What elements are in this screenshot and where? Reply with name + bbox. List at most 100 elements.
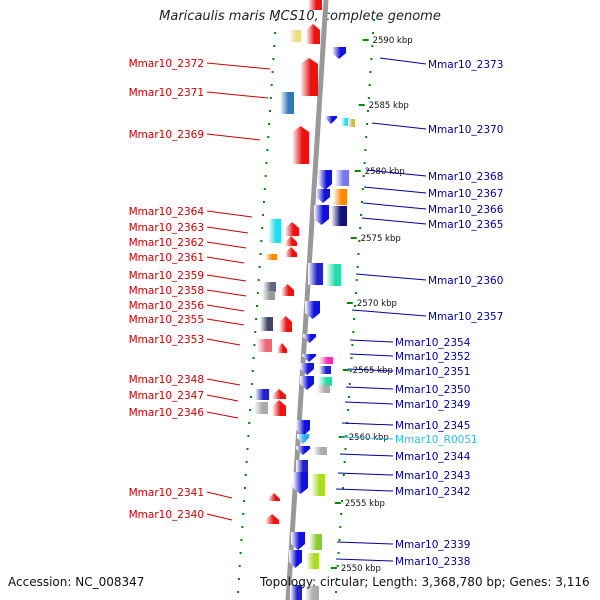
gene-label-left: Mmar10_2355 <box>129 314 204 326</box>
gene-block <box>272 400 286 416</box>
gene-block <box>280 92 294 114</box>
gene-leader-line <box>362 202 427 210</box>
gene-leader-line <box>351 309 427 317</box>
gene-label-left: Mmar10_2340 <box>129 509 204 521</box>
gene-label-left: Mmar10_2364 <box>129 206 205 218</box>
gene-leader-line <box>363 186 427 194</box>
outer-dot-ring <box>335 19 375 593</box>
gene-leader-line <box>206 62 271 70</box>
gene-block <box>268 493 280 501</box>
gene-block <box>300 363 314 375</box>
gene-block <box>296 420 310 436</box>
gene-block <box>289 550 302 568</box>
gene-block <box>272 389 286 399</box>
gene-label-left: Mmar10_2341 <box>129 487 204 499</box>
gene-leader-line <box>206 491 233 499</box>
gene-block <box>316 189 330 203</box>
gene-block <box>265 514 279 524</box>
gene-leader-line <box>336 541 394 545</box>
gene-block <box>300 376 314 390</box>
gene-block <box>260 317 273 331</box>
gene-label-right: Mmar10_2368 <box>428 171 503 183</box>
gene-leader-line <box>337 472 394 476</box>
gene-block <box>305 586 319 600</box>
gene-block <box>333 189 347 205</box>
gene-leader-line <box>206 513 233 521</box>
map-title: Maricaulis maris MCS10, complete genome <box>159 9 441 24</box>
gene-block <box>257 339 272 352</box>
gene-block <box>335 170 349 186</box>
kbp-tick-label: 2550 kbp <box>341 564 381 574</box>
genome-backbone <box>285 0 329 600</box>
gene-label-right: Mmar10_2344 <box>395 451 471 463</box>
gene-block <box>290 585 302 600</box>
gene-block <box>285 236 297 246</box>
inner-dot-ring <box>237 19 277 593</box>
gene-leader-line <box>206 241 247 249</box>
gene-label-left: Mmar10_2371 <box>129 87 204 99</box>
gene-label-right: Mmar10_2342 <box>395 486 470 498</box>
gene-leader-line <box>206 378 241 386</box>
gene-label-left: Mmar10_2358 <box>129 285 204 297</box>
gene-block <box>263 282 276 292</box>
gene-block <box>302 354 316 362</box>
gene-block <box>285 222 299 236</box>
gene-block <box>289 30 301 42</box>
kbp-tick-label: 2570 kbp <box>357 299 397 309</box>
gene-block <box>317 385 330 393</box>
gene-label-right: Mmar10_2339 <box>395 539 470 551</box>
gene-label-right: Mmar10_R0051 <box>395 434 478 446</box>
gene-label-right: Mmar10_2370 <box>428 124 503 136</box>
gene-leader-line <box>365 169 427 177</box>
gene-label-left: Mmar10_2356 <box>129 300 205 312</box>
gene-block <box>325 116 337 124</box>
gene-block <box>296 460 308 474</box>
gene-label-left: Mmar10_2347 <box>129 390 204 402</box>
gene-block <box>262 291 275 300</box>
gene-label-right: Mmar10_2357 <box>428 311 503 323</box>
gene-leader-line <box>206 411 239 419</box>
gene-label-left: Mmar10_2363 <box>129 222 204 234</box>
gene-block <box>281 284 294 296</box>
gene-leader-line <box>335 488 394 492</box>
gene-block <box>308 263 323 285</box>
gene-leader-line <box>340 436 394 440</box>
gene-label-left: Mmar10_2362 <box>129 237 204 249</box>
gene-block <box>303 334 316 343</box>
gene-block <box>311 474 325 496</box>
gene-block <box>318 170 332 190</box>
gene-block <box>268 219 281 243</box>
gene-leader-line <box>349 339 394 343</box>
gene-leader-line <box>361 217 427 225</box>
gene-block <box>319 357 333 364</box>
gene-label-right: Mmar10_2343 <box>395 470 470 482</box>
gene-leader-line <box>339 453 394 457</box>
gene-leader-line <box>349 353 394 357</box>
gene-label-left: Mmar10_2348 <box>129 374 204 386</box>
gene-block <box>254 402 268 414</box>
gene-block <box>285 247 297 257</box>
gene-block <box>313 447 327 455</box>
accession-label: Accession: NC_008347 <box>8 575 145 589</box>
gene-block <box>300 58 318 96</box>
kbp-tick-label: 2575 kbp <box>361 234 401 244</box>
gene-block <box>319 366 331 374</box>
gene-leader-line <box>344 401 394 405</box>
gene-block <box>255 389 269 400</box>
gene-block <box>297 434 309 444</box>
gene-label-right: Mmar10_2360 <box>428 275 503 287</box>
gene-block <box>309 534 322 550</box>
topology-label: Topology: circular; Length: 3,368,780 bp… <box>260 575 590 589</box>
gene-block <box>318 377 332 386</box>
gene-block <box>305 301 320 319</box>
gene-leader-line <box>206 226 249 234</box>
kbp-tick-label: 2585 kbp <box>369 101 409 111</box>
gene-leader-line <box>206 256 245 264</box>
gene-block <box>308 0 322 10</box>
gene-block <box>277 343 287 353</box>
gene-label-right: Mmar10_2354 <box>395 337 471 349</box>
gene-block <box>279 316 292 332</box>
kbp-tick-label: 2590 kbp <box>373 36 413 46</box>
gene-label-right: Mmar10_2366 <box>428 204 504 216</box>
gene-leader-line <box>335 558 394 562</box>
